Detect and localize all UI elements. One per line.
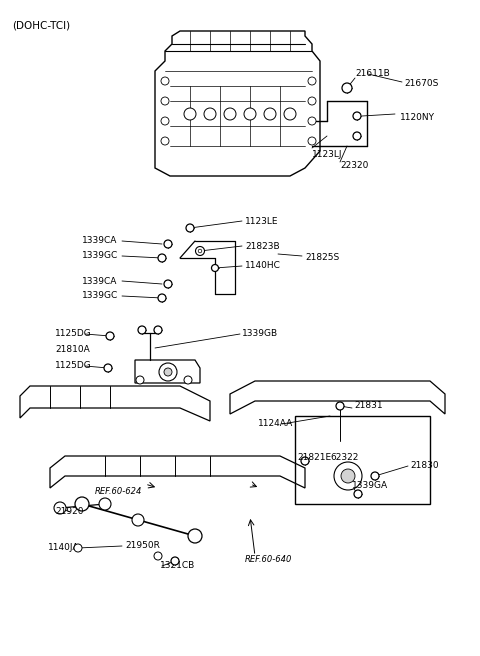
Text: 1123LJ: 1123LJ	[312, 150, 343, 159]
Circle shape	[308, 117, 316, 125]
Text: 21821E: 21821E	[297, 453, 331, 462]
Circle shape	[161, 77, 169, 85]
Circle shape	[284, 108, 296, 120]
Text: 1125DG: 1125DG	[55, 329, 92, 338]
Circle shape	[138, 326, 146, 334]
Circle shape	[224, 108, 236, 120]
Text: 1120NY: 1120NY	[400, 113, 435, 123]
Text: 21950R: 21950R	[125, 541, 160, 550]
Text: 62322: 62322	[330, 453, 359, 462]
Text: 1123LE: 1123LE	[245, 216, 278, 226]
Circle shape	[184, 108, 196, 120]
Circle shape	[342, 83, 352, 93]
Circle shape	[104, 364, 112, 372]
Text: 1339GC: 1339GC	[82, 251, 118, 260]
Text: 21831: 21831	[354, 401, 383, 411]
Text: 21670S: 21670S	[404, 79, 438, 89]
Circle shape	[308, 137, 316, 145]
Text: 21825S: 21825S	[305, 253, 339, 262]
Text: 1124AA: 1124AA	[258, 419, 293, 428]
Text: (DOHC-TCI): (DOHC-TCI)	[12, 21, 70, 31]
Circle shape	[164, 280, 172, 288]
Circle shape	[74, 544, 82, 552]
Text: 1339GB: 1339GB	[242, 329, 278, 338]
Circle shape	[353, 112, 361, 120]
Text: 21920: 21920	[55, 508, 84, 516]
Circle shape	[158, 294, 166, 302]
Circle shape	[198, 249, 202, 253]
Circle shape	[354, 490, 362, 498]
Circle shape	[154, 552, 162, 560]
Text: 1140JA: 1140JA	[48, 544, 80, 552]
Circle shape	[154, 326, 162, 334]
Text: 21810A: 21810A	[55, 344, 90, 354]
Circle shape	[308, 97, 316, 105]
Text: 21830: 21830	[410, 462, 439, 470]
Text: 1339GC: 1339GC	[82, 291, 118, 300]
Text: 1321CB: 1321CB	[160, 562, 195, 571]
Circle shape	[371, 472, 379, 480]
Circle shape	[301, 457, 309, 465]
Circle shape	[336, 402, 344, 410]
Circle shape	[136, 376, 144, 384]
Circle shape	[132, 514, 144, 526]
Circle shape	[99, 498, 111, 510]
Circle shape	[184, 376, 192, 384]
Circle shape	[212, 264, 218, 272]
Text: REF.60-624: REF.60-624	[95, 487, 143, 495]
Circle shape	[353, 132, 361, 140]
Circle shape	[341, 469, 355, 483]
Circle shape	[195, 247, 204, 255]
Text: 21611B: 21611B	[355, 70, 390, 79]
Text: 1125DG: 1125DG	[55, 361, 92, 371]
Circle shape	[164, 240, 172, 248]
Text: 1339CA: 1339CA	[82, 237, 118, 245]
Circle shape	[264, 108, 276, 120]
Circle shape	[171, 557, 179, 565]
Circle shape	[158, 254, 166, 262]
Circle shape	[308, 77, 316, 85]
Circle shape	[161, 117, 169, 125]
Circle shape	[204, 108, 216, 120]
Text: 21823B: 21823B	[245, 241, 280, 251]
Circle shape	[188, 529, 202, 543]
Text: REF.60-640: REF.60-640	[245, 554, 292, 564]
Circle shape	[161, 137, 169, 145]
Text: 1339GA: 1339GA	[352, 482, 388, 491]
Circle shape	[186, 224, 194, 232]
Bar	[295, 416, 430, 504]
Circle shape	[244, 108, 256, 120]
Circle shape	[106, 332, 114, 340]
Circle shape	[159, 363, 177, 381]
Text: 1339CA: 1339CA	[82, 276, 118, 285]
Circle shape	[334, 462, 362, 490]
Circle shape	[161, 97, 169, 105]
Text: 22320: 22320	[340, 161, 368, 171]
Circle shape	[196, 247, 204, 255]
Text: 1140HC: 1140HC	[245, 262, 281, 270]
Circle shape	[75, 497, 89, 511]
Circle shape	[164, 368, 172, 376]
Circle shape	[54, 502, 66, 514]
